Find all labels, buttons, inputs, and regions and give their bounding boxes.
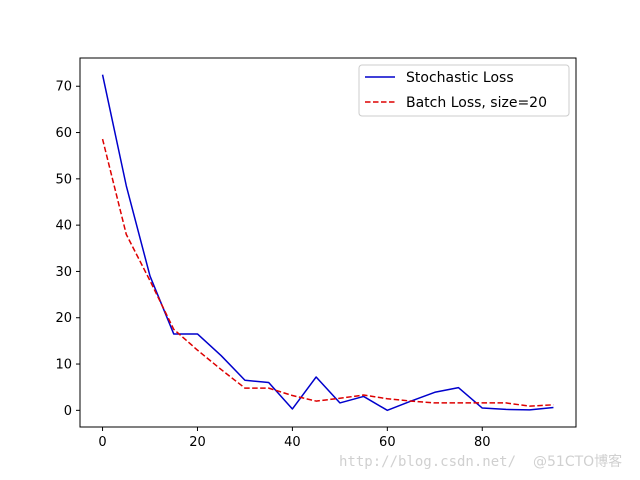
- x-axis-ticks: 0 20 40 60 80: [98, 427, 491, 450]
- x-tick-label: 60: [379, 435, 396, 450]
- x-tick-label: 80: [474, 435, 491, 450]
- series-layer: [101, 74, 554, 412]
- watermark-url: http://blog.csdn.net/: [339, 454, 516, 470]
- series-line-stochastic-loss: [101, 74, 554, 412]
- y-tick-label: 70: [55, 80, 72, 95]
- y-tick-label: 40: [55, 219, 72, 234]
- plot-frame: [79, 57, 577, 428]
- y-axis-ticks: 0 10 20 30 40 50 60 70: [55, 80, 80, 419]
- y-tick-label: 20: [55, 311, 72, 326]
- series-line-batch-loss: [101, 138, 554, 407]
- y-tick-label: 0: [64, 404, 72, 419]
- legend-label-batch: Batch Loss, size=20: [406, 95, 547, 111]
- x-tick-label: 40: [284, 435, 301, 450]
- legend-label-stochastic: Stochastic Loss: [406, 70, 514, 86]
- legend-box: [358, 64, 570, 117]
- y-tick-label: 10: [55, 358, 72, 373]
- y-tick-label: 50: [55, 172, 72, 187]
- x-tick-label: 0: [98, 435, 106, 450]
- legend: Stochastic Loss Batch Loss, size=20: [358, 64, 570, 117]
- x-tick-label: 20: [189, 435, 206, 450]
- watermark-brand: @51CTO博客: [533, 453, 622, 470]
- y-tick-label: 60: [55, 126, 72, 141]
- y-tick-label: 30: [55, 265, 72, 280]
